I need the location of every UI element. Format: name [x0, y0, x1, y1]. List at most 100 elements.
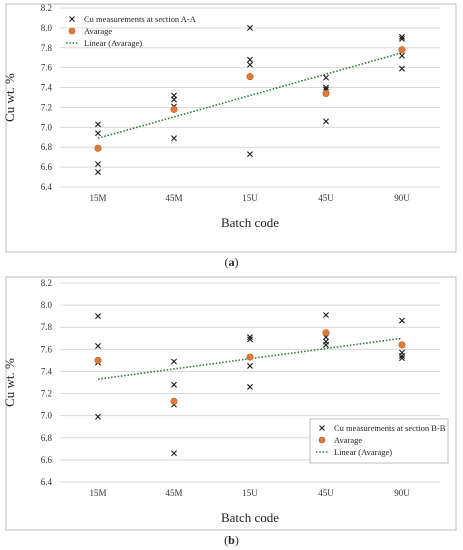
legend-marker-circle — [318, 436, 326, 444]
x-tick-label: 15U — [242, 193, 258, 203]
y-tick-label: 8.0 — [41, 23, 53, 33]
legend-marker-x — [319, 425, 325, 431]
measurement-point — [399, 317, 405, 324]
y-tick-label: 6.4 — [41, 182, 53, 192]
legend-label: Avarage — [334, 435, 362, 445]
y-tick-label: 7.6 — [41, 344, 53, 354]
measurement-point — [95, 130, 101, 137]
x-tick-label: 15M — [89, 193, 106, 203]
chart-a-svg: 6.4 6.6 6.8 7.0 7.2 7.4 7.6 7.8 8.0 8.2 15M 45M 15U 4… — [2, 3, 457, 253]
measurement-point — [247, 61, 253, 68]
legend-label: Linear (Avarage) — [334, 447, 392, 457]
measurement-point — [399, 355, 405, 362]
legend-label: Cu measurements at section A-A — [84, 14, 197, 24]
average-point — [94, 144, 102, 152]
y-axis-label: Cu wt. % — [2, 358, 17, 407]
chart-frame — [5, 276, 457, 531]
measurement-point — [95, 121, 101, 128]
chart-panel-a: 6.4 6.6 6.8 7.0 7.2 7.4 7.6 7.8 8.0 8.2 15M 45M 15U 4… — [2, 3, 457, 269]
legend-box — [309, 418, 449, 464]
y-tick-label: 7.4 — [41, 366, 53, 376]
average-point — [322, 90, 330, 98]
x-tick-label: 45M — [165, 488, 182, 498]
measurement-point — [95, 413, 101, 420]
measurement-point — [323, 84, 329, 91]
x-tick-label: 90U — [394, 488, 410, 498]
y-tick-label: 8.2 — [41, 3, 52, 13]
legend-label: Linear (Avarage) — [84, 38, 142, 48]
y-tick-label: 8.2 — [41, 278, 52, 288]
measurement-point — [95, 161, 101, 168]
average-point — [398, 341, 406, 349]
measurement-point — [247, 334, 253, 341]
average-point — [322, 329, 330, 337]
measurement-point — [247, 336, 253, 343]
legend: Cu measurements at section A-A Avarage Lin… — [66, 14, 197, 48]
measurement-point — [247, 383, 253, 390]
measurement-point — [247, 24, 253, 31]
y-tick-label: 6.6 — [41, 455, 53, 465]
measurement-point — [399, 352, 405, 359]
x-tick-label: 90U — [394, 193, 410, 203]
average-point — [170, 105, 178, 113]
measurement-point — [171, 381, 177, 388]
average-point — [94, 356, 102, 364]
x-axis-label: Batch code — [221, 215, 279, 230]
chart-panel-b: 6.4 6.6 6.8 7.0 7.2 7.4 7.6 7.8 8.0 8.2 15M 45M 15U 4… — [0, 275, 463, 550]
measurement-point — [247, 362, 253, 369]
y-tick-label: 8.0 — [41, 300, 53, 310]
average-point — [170, 397, 178, 405]
measurement-point — [171, 358, 177, 365]
y-tick-label: 6.8 — [41, 142, 53, 152]
y-tick-label: 7.4 — [41, 83, 53, 93]
chart-b-caption-letter: b — [228, 533, 235, 547]
chart-a-caption-letter: a — [228, 255, 235, 269]
y-tick-label: 6.4 — [41, 477, 53, 487]
average-point — [398, 46, 406, 54]
measurement-point — [323, 312, 329, 319]
y-tick-label: 7.2 — [41, 102, 52, 112]
legend-marker-circle — [68, 27, 76, 35]
legend: Cu measurements at section B-B Avarage Lin… — [309, 418, 449, 464]
measurement-point — [247, 151, 253, 158]
measurement-point — [323, 341, 329, 348]
x-tick-label: 15M — [89, 488, 106, 498]
x-tick-label: 45M — [165, 193, 182, 203]
legend-marker-x — [69, 16, 75, 22]
measurement-point — [399, 65, 405, 72]
measurement-point — [323, 74, 329, 81]
chart-b-svg: 6.4 6.6 6.8 7.0 7.2 7.4 7.6 7.8 8.0 8.2 15M 45M 15U 4… — [2, 276, 457, 531]
chart-b-caption: (b) — [224, 533, 239, 547]
measurement-point — [399, 33, 405, 40]
x-tick-label: 45U — [318, 193, 334, 203]
average-point — [246, 353, 254, 361]
y-tick-label: 7.0 — [41, 122, 53, 132]
trendline — [97, 51, 403, 140]
measurement-point — [95, 169, 101, 176]
measurement-point — [247, 56, 253, 63]
measurement-point — [95, 313, 101, 320]
measurement-point — [95, 343, 101, 350]
measurement-point — [171, 450, 177, 457]
chart-a-caption: (a) — [224, 255, 239, 269]
y-tick-label: 7.6 — [41, 63, 53, 73]
measurement-point — [323, 118, 329, 125]
y-tick-label: 7.8 — [41, 43, 53, 53]
x-axis-label: Batch code — [221, 510, 279, 525]
measurement-point — [171, 135, 177, 142]
measurement-point — [171, 96, 177, 103]
y-tick-label: 6.6 — [41, 162, 53, 172]
y-axis-label: Cu wt. % — [2, 73, 17, 122]
legend-label: Cu measurements at section B-B — [334, 423, 446, 433]
y-tick-label: 6.8 — [41, 433, 53, 443]
y-tick-label: 7.2 — [41, 389, 52, 399]
legend-label: Avarage — [84, 26, 112, 36]
x-tick-label: 45U — [318, 488, 334, 498]
x-tick-label: 15U — [242, 488, 258, 498]
y-tick-label: 7.8 — [41, 322, 53, 332]
y-tick-label: 7.0 — [41, 411, 53, 421]
chart-frame — [5, 3, 457, 253]
measurement-point — [399, 52, 405, 59]
average-point — [246, 73, 254, 81]
measurement-point — [399, 35, 405, 42]
